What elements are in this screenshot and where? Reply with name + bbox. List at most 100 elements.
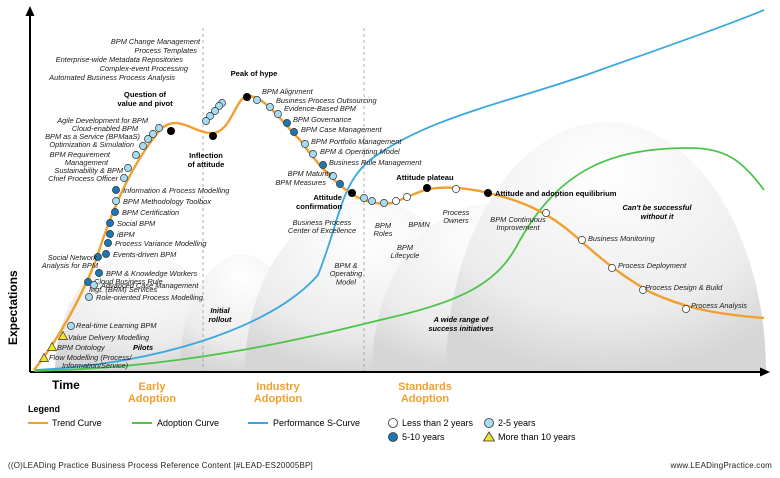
mid-marker <box>139 142 147 150</box>
mid-marker <box>67 322 75 330</box>
milestone-inflection: Inflection of attitude <box>188 151 225 169</box>
item-label: Information & Process Modelling <box>123 186 230 195</box>
mid-marker <box>144 135 152 143</box>
dome-cant <box>446 122 766 373</box>
item-label: BPM & Knowledge Workers <box>106 269 197 278</box>
mid-marker <box>211 107 219 115</box>
item-label: BPM Alignment <box>262 87 314 96</box>
mid-marker <box>155 124 163 132</box>
area-pilots: Pilots <box>133 343 153 352</box>
item-label: Mgt. (BRM) Services <box>89 285 157 294</box>
item-label: Value Delivery Modelling <box>68 333 150 342</box>
long-marker <box>106 219 114 227</box>
item-label: BPM Requirement <box>50 150 111 159</box>
item-label: Business Monitoring <box>588 234 655 243</box>
item-label: Business Process Center of Excellence <box>288 218 356 235</box>
item-label: Process Design & Build <box>645 283 723 292</box>
legend-new: Less than 2 years <box>402 418 474 428</box>
background-domes <box>55 122 766 373</box>
item-label: Sustainability & BPM <box>54 166 123 175</box>
mid-marker <box>85 293 93 301</box>
item-label: BPM Maturity <box>288 169 334 178</box>
new-marker <box>639 286 647 294</box>
long-marker <box>102 250 110 258</box>
mid-marker <box>120 174 128 182</box>
item-label: BPM Continuous Improvement <box>490 215 546 232</box>
item-label: Business Rule Management <box>329 158 422 167</box>
long-marker <box>106 230 114 238</box>
mid-marker <box>274 110 282 118</box>
item-label: BPM Roles <box>374 221 393 238</box>
milestone-confirmation-dot <box>348 189 356 197</box>
item-label: Process Variance Modelling <box>115 239 207 248</box>
milestone-equilibrium-dot <box>484 189 492 197</box>
new-marker <box>392 197 400 205</box>
mid-marker <box>112 197 120 205</box>
long-marker <box>104 239 112 247</box>
item-label: Automated Business Process Analysis <box>48 73 175 82</box>
milestone-question-dot <box>167 127 175 135</box>
new-marker <box>542 209 550 217</box>
phase-industry-label: Industry Adoption <box>254 381 303 405</box>
item-label: Evidence-Based BPM <box>284 104 357 113</box>
long-marker <box>111 208 119 216</box>
long-marker <box>112 186 120 194</box>
x-axis-label: Time <box>52 378 80 392</box>
item-label: Process Analysis <box>691 301 747 310</box>
new-marker <box>608 264 616 272</box>
milestones <box>167 93 492 197</box>
item-label: BPM Portfolio Management <box>311 137 402 146</box>
item-label: BPM Case Management <box>301 125 382 134</box>
legend-long-marker <box>388 432 398 442</box>
legend: Legend Trend Curve Adoption Curve Perfor… <box>28 404 576 442</box>
area-wide-range: A wide range of success initiatives <box>428 315 493 333</box>
item-label: BPM Governance <box>293 115 351 124</box>
item-label: Social Network <box>48 253 98 262</box>
item-label: Business Process Outsourcing <box>276 96 378 105</box>
old-marker <box>57 330 69 340</box>
item-label: BPM Measures <box>275 178 326 187</box>
item-label: Flow Modelling (Process/ <box>49 353 133 362</box>
legend-title: Legend <box>28 404 60 414</box>
performance-s-curve <box>33 9 765 371</box>
area-cant-be-successful: Can't be successful without it <box>622 203 692 221</box>
mid-marker <box>149 130 157 138</box>
y-axis-label: Expectations <box>6 270 20 345</box>
mid-marker <box>329 172 337 180</box>
area-initial-rollout: Initial rollout <box>209 306 233 324</box>
item-label: BPM Lifecycle <box>391 243 420 260</box>
item-label: BPM as a Service (BPMaaS) <box>45 132 140 141</box>
item-label: Process Deployment <box>618 261 687 270</box>
long-marker <box>94 253 102 261</box>
item-label: BPM Methodology Toolbox <box>123 197 211 206</box>
mid-marker <box>132 151 140 159</box>
item-label: BPM Change Management <box>111 37 201 46</box>
legend-old-marker <box>482 431 496 442</box>
adoption-curve <box>33 147 765 372</box>
long-marker <box>95 269 103 277</box>
milestone-plateau-dot <box>423 184 431 192</box>
milestone-peak: Peak of hype <box>231 69 278 78</box>
legend-mid: 2-5 years <box>498 418 536 428</box>
item-label: Real-time Learning BPM <box>76 321 157 330</box>
item-label: BPMN <box>408 220 430 229</box>
mid-marker <box>360 194 368 202</box>
long-marker <box>336 180 344 188</box>
milestone-equilibrium: Attitude and adoption equilibrium <box>495 189 617 198</box>
legend-mid-marker <box>484 418 494 428</box>
item-label: Cloud Business Rule <box>94 277 163 286</box>
milestone-peak-dot <box>243 93 251 101</box>
item-label: Cloud-enabled BPM <box>72 124 139 133</box>
legend-old: More than 10 years <box>498 432 576 442</box>
milestone-inflection-dot <box>209 132 217 140</box>
item-label: Analysis for BPM <box>41 261 99 270</box>
phase-early-label: Early Adoption <box>128 381 177 405</box>
item-label: BPM & Operating Model <box>320 147 400 156</box>
legend-adoption: Adoption Curve <box>157 418 219 428</box>
item-label: Process Templates <box>134 46 197 55</box>
item-label: Events-driven BPM <box>113 250 177 259</box>
item-label: iBPM <box>117 230 136 239</box>
item-label: Enterprise-wide Metadata Repositories <box>56 55 184 64</box>
